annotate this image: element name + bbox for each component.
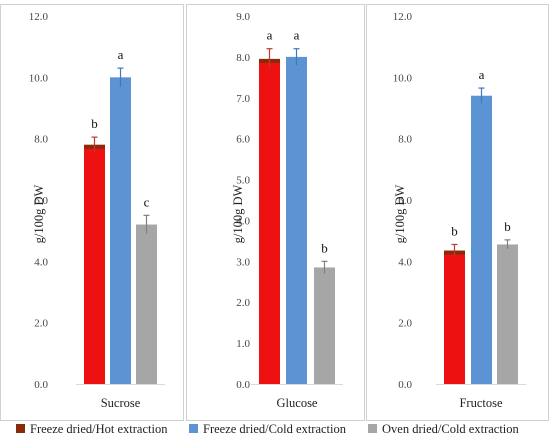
y-tick-label: 4.0 xyxy=(398,256,412,268)
significance-letter: a xyxy=(118,47,124,62)
bar-sucrose-2 xyxy=(110,77,131,384)
significance-letter: a xyxy=(267,28,273,43)
y-tick-label: 7.0 xyxy=(236,93,250,105)
y-tick-label: 9.0 xyxy=(236,11,250,23)
panel-frame xyxy=(366,4,549,421)
legend-swatch xyxy=(368,424,377,433)
bar-glucose-2 xyxy=(286,56,307,385)
bar-fructose-1 xyxy=(444,250,465,384)
y-tick-label: 2.0 xyxy=(236,297,250,309)
significance-letter: a xyxy=(294,28,300,43)
y-tick-label: 4.0 xyxy=(34,256,48,268)
error-bar xyxy=(91,136,98,153)
y-tick-label: 0.0 xyxy=(398,379,412,391)
y-tick-label: 2.0 xyxy=(398,318,412,330)
category-label: Sucrose xyxy=(101,396,141,410)
error-bar xyxy=(504,239,511,250)
panel-sucrose: 0.0 2.0 4.0 6.0 8.0 10.0 12.0 g/100g DW b a c Sucro… xyxy=(0,4,184,421)
bar-fructose-2 xyxy=(471,95,492,384)
y-tick-label: 0.0 xyxy=(236,379,250,391)
significance-letter: b xyxy=(451,223,458,238)
legend-item-3: Oven dried/Cold extraction xyxy=(368,422,520,436)
y-tick-label: 1.0 xyxy=(236,338,250,350)
y-tick-label: 10.0 xyxy=(29,72,49,84)
error-bar xyxy=(117,67,124,87)
y-tick-label: 4.0 xyxy=(236,215,250,227)
significance-letter: a xyxy=(479,67,485,82)
error-bar xyxy=(143,214,150,234)
legend-swatch xyxy=(16,424,25,433)
y-tick-label: 8.0 xyxy=(236,52,250,64)
y-tick-label: 8.0 xyxy=(34,134,48,146)
y-tick-label: 5.0 xyxy=(236,175,250,187)
chart-legend: Freeze dried/Hot extraction Freeze dried/… xyxy=(16,422,520,436)
significance-letter: c xyxy=(144,194,150,209)
error-bar xyxy=(293,48,300,66)
panel-frame xyxy=(0,4,184,421)
category-label: Fructose xyxy=(459,396,503,410)
legend-swatch xyxy=(189,424,198,433)
error-bar xyxy=(451,243,458,257)
legend-item-1: Freeze dried/Hot extraction xyxy=(16,422,168,436)
bar-sucrose-3 xyxy=(136,224,157,384)
y-axis-label: g/100g DW xyxy=(393,184,407,243)
y-tick-label: 12.0 xyxy=(29,11,49,23)
y-tick-label: 6.0 xyxy=(236,134,250,146)
y-axis-label: g/100g DW xyxy=(32,184,46,243)
significance-letter: b xyxy=(91,116,98,131)
y-tick-label: 0.0 xyxy=(34,379,48,391)
y-tick-label: 6.0 xyxy=(34,195,48,207)
bar-glucose-3 xyxy=(314,267,335,384)
error-bar xyxy=(478,87,485,104)
legend-label: Oven dried/Cold extraction xyxy=(382,422,520,436)
error-bar xyxy=(321,260,328,274)
panel-fructose: 0.0 2.0 4.0 6.0 8.0 10.0 12.0 g/100g DW b a b Fruct… xyxy=(366,4,549,421)
bar-glucose-1 xyxy=(259,58,280,384)
bar-sucrose-1 xyxy=(84,144,105,384)
y-tick-label: 10.0 xyxy=(393,72,413,84)
error-bar xyxy=(266,48,273,70)
y-tick-label: 3.0 xyxy=(236,256,250,268)
y-tick-label: 8.0 xyxy=(398,134,412,146)
y-axis-label: g/100g DW xyxy=(231,184,245,243)
category-label: Glucose xyxy=(277,396,318,410)
y-tick-label: 12.0 xyxy=(393,11,413,23)
panel-glucose: 0.0 1.0 2.0 3.0 4.0 5.0 6.0 7.0 8.0 9.0 g/100g DW a… xyxy=(186,4,365,421)
panel-frame xyxy=(186,4,365,421)
legend-label: Freeze dried/Cold extraction xyxy=(203,422,347,436)
legend-item-2: Freeze dried/Cold extraction xyxy=(189,422,347,436)
y-tick-label: 2.0 xyxy=(34,318,48,330)
chart-panels: 0.0 2.0 4.0 6.0 8.0 10.0 12.0 g/100g DW b a c Sucro… xyxy=(0,4,549,421)
bar-fructose-3 xyxy=(497,244,518,384)
y-tick-label: 6.0 xyxy=(398,195,412,207)
significance-letter: b xyxy=(504,219,511,234)
legend-label: Freeze dried/Hot extraction xyxy=(30,422,168,436)
significance-letter: b xyxy=(321,240,328,255)
